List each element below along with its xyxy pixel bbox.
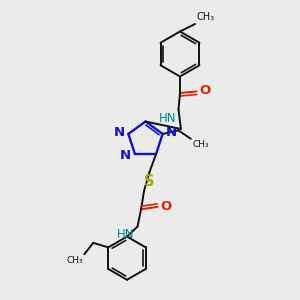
Text: S: S — [144, 174, 155, 189]
Text: O: O — [160, 200, 171, 213]
Text: CH₃: CH₃ — [196, 13, 214, 22]
Text: CH₃: CH₃ — [66, 256, 83, 265]
Text: N: N — [114, 126, 125, 139]
Text: N: N — [120, 149, 131, 162]
Text: HN: HN — [117, 228, 134, 241]
Text: O: O — [199, 84, 210, 98]
Text: HN: HN — [159, 112, 176, 124]
Text: N: N — [166, 126, 177, 139]
Text: CH₃: CH₃ — [192, 140, 209, 149]
